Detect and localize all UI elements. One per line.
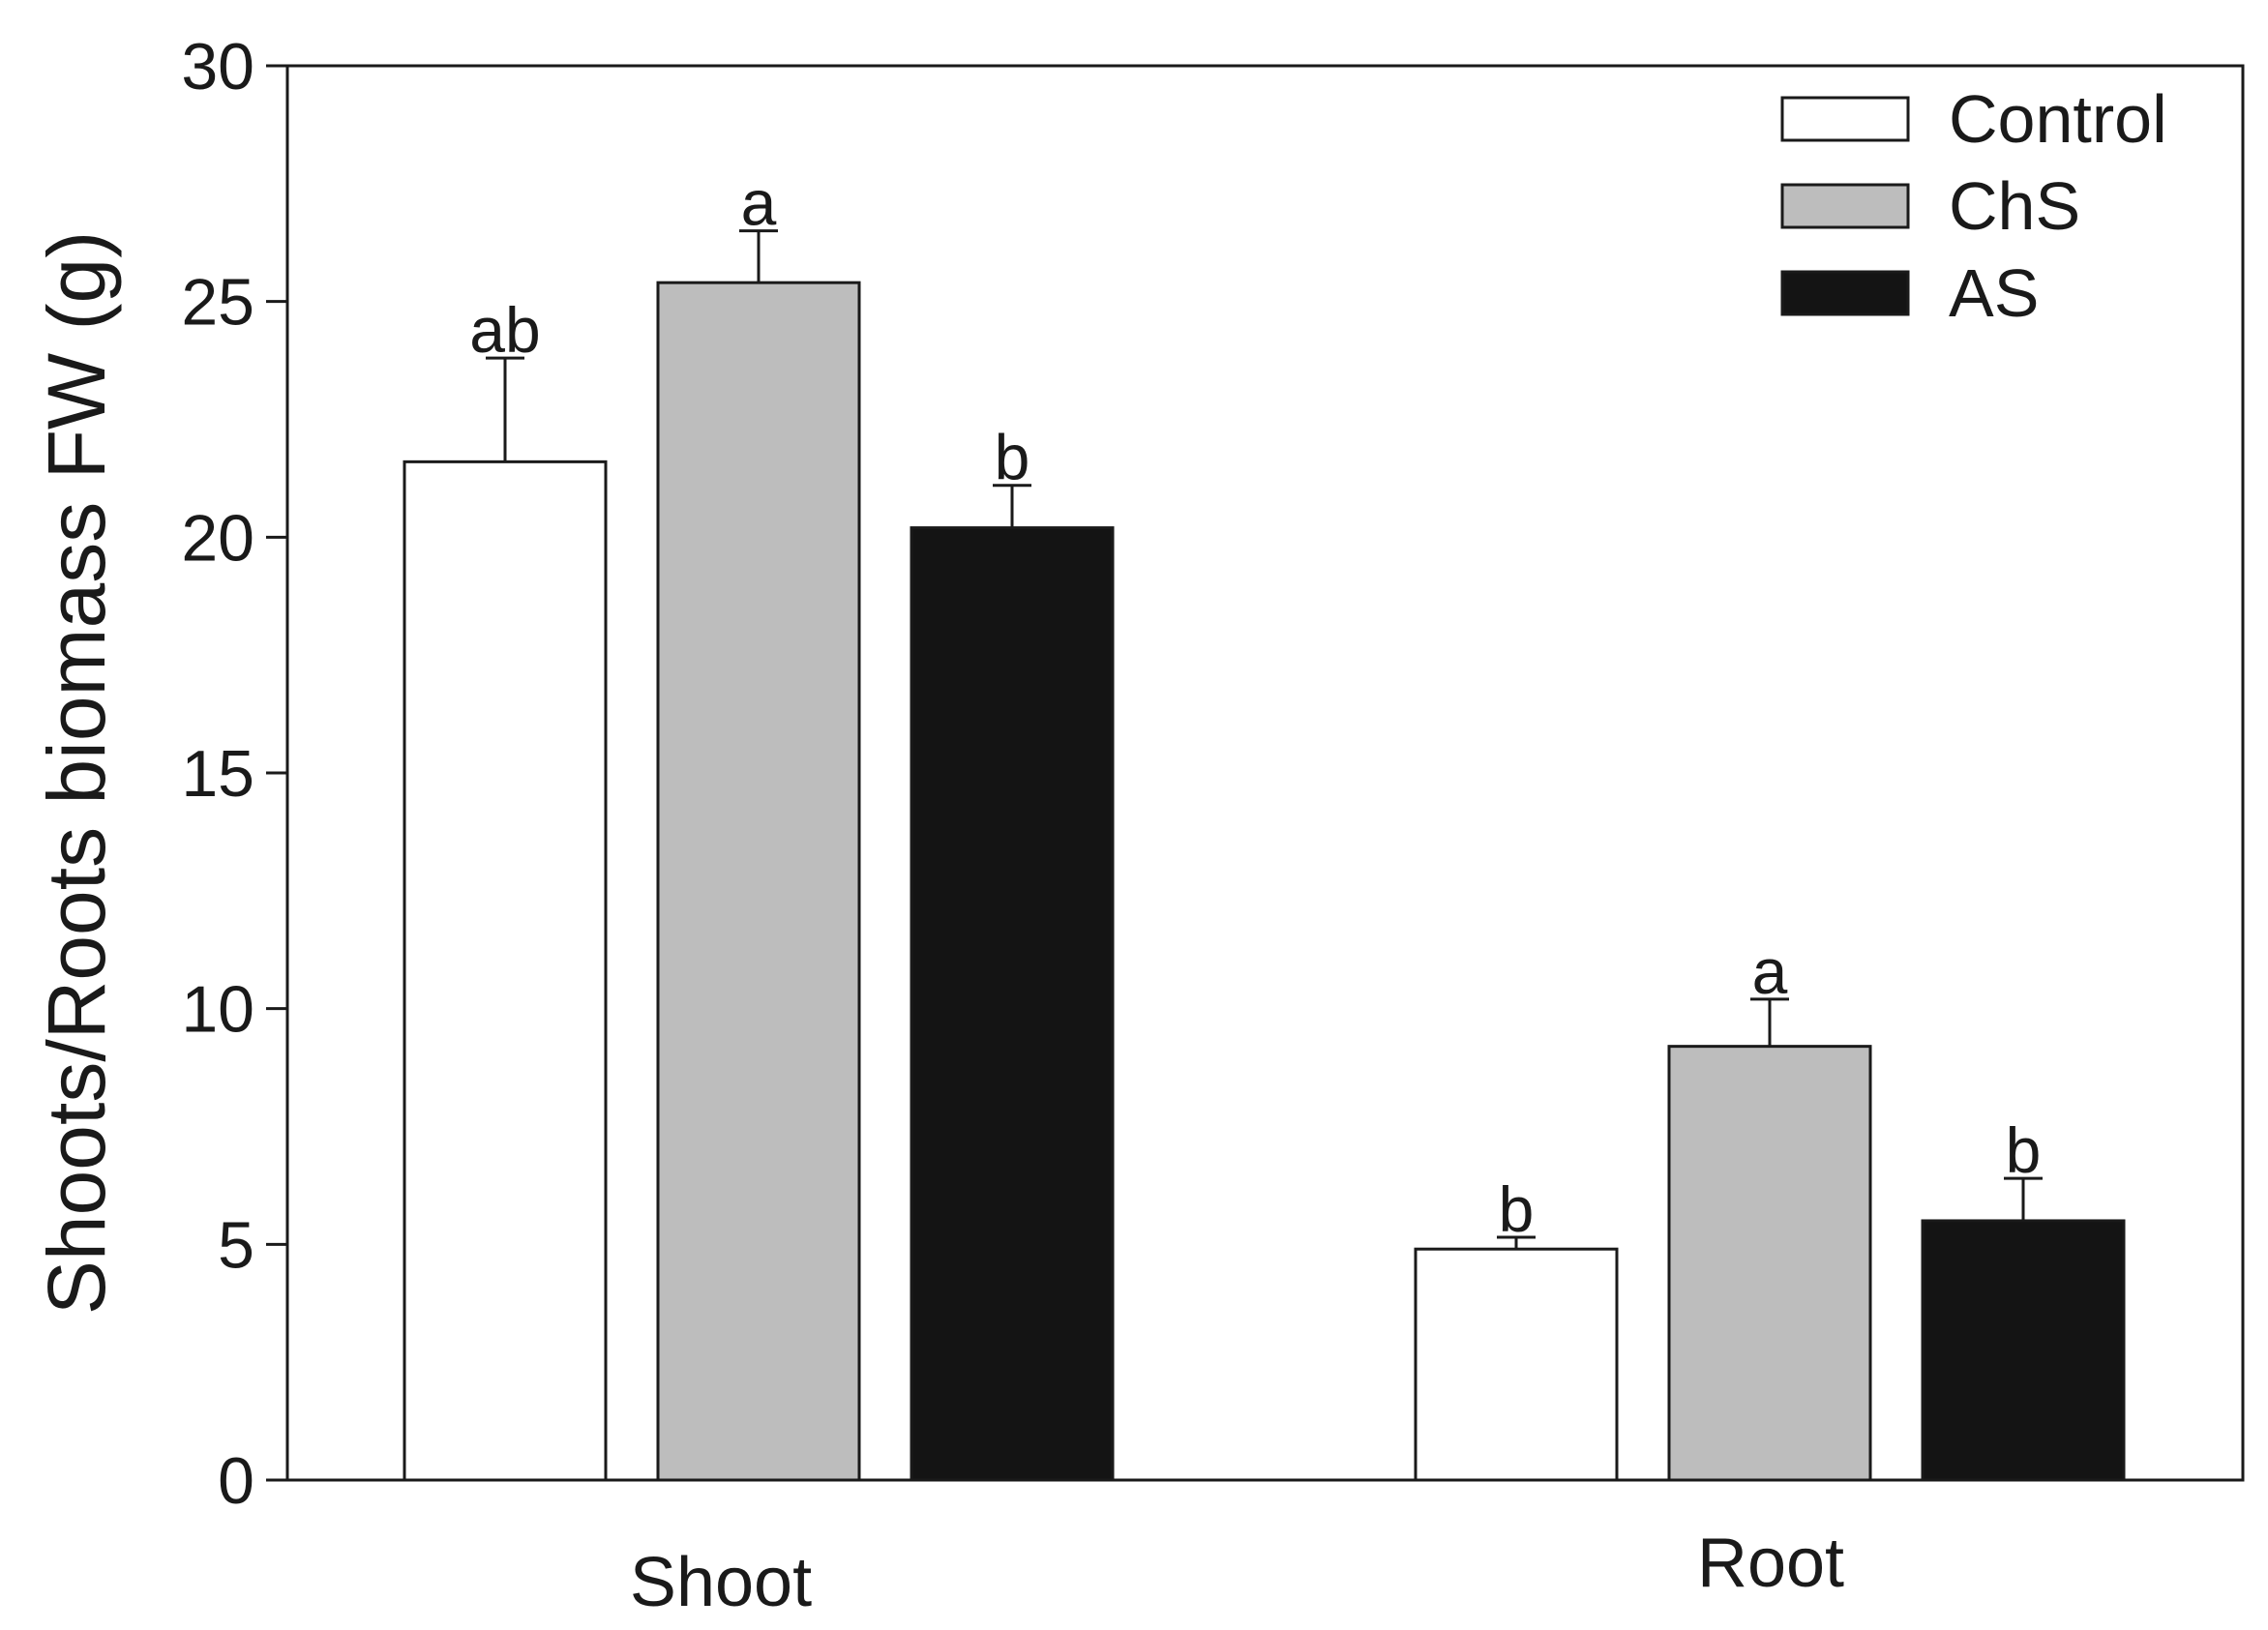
- x-category-label: Shoot: [630, 1544, 812, 1621]
- x-axis-category-labels: Shoot Root: [630, 1525, 1844, 1621]
- legend-swatch: [1780, 270, 1910, 316]
- legend-swatch: [1780, 183, 1910, 229]
- legend-swatch: [1780, 96, 1910, 142]
- legend-label: Control: [1949, 81, 2167, 157]
- legend: Control ChS AS: [1780, 81, 2167, 331]
- significance-label: a: [1752, 935, 1788, 1007]
- y-tick-label: 25: [181, 266, 254, 340]
- y-tick-label: 10: [181, 973, 254, 1047]
- bar: [1414, 1247, 1619, 1482]
- legend-label: AS: [1949, 255, 2039, 331]
- y-tick-label: 5: [218, 1208, 254, 1282]
- y-tick-label: 15: [181, 737, 254, 811]
- significance-label: b: [1499, 1173, 1535, 1245]
- bar: [1921, 1219, 2126, 1482]
- y-tick-label: 0: [218, 1444, 254, 1518]
- y-tick-label: 30: [181, 30, 254, 104]
- legend-label: ChS: [1949, 168, 2080, 244]
- bar: [403, 459, 608, 1482]
- y-axis-ticks: 0 5 10 15 20 25 30: [181, 30, 287, 1518]
- y-tick-label: 20: [181, 501, 254, 575]
- significance-label: b: [2006, 1114, 2042, 1186]
- bar: [1667, 1045, 1872, 1482]
- x-category-label: Root: [1697, 1525, 1844, 1602]
- bar: [656, 281, 861, 1482]
- y-axis-title: Shoots/Roots biomass FW (g): [31, 231, 122, 1315]
- significance-label: b: [995, 422, 1030, 493]
- significance-label: a: [741, 167, 777, 239]
- bar: [910, 526, 1115, 1482]
- significance-label: ab: [469, 294, 540, 366]
